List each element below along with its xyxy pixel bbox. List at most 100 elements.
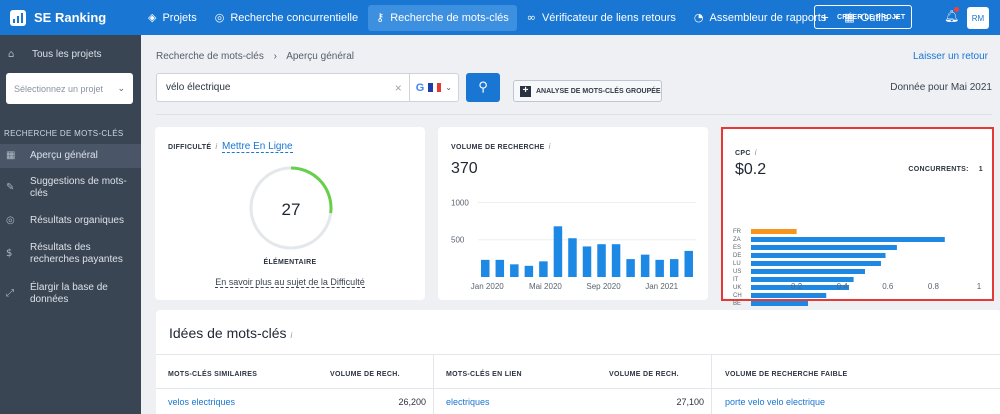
search-icon: ⚲ xyxy=(478,80,488,95)
y-tick-label: 500 xyxy=(451,236,465,245)
keyword-ideas-header xyxy=(156,354,1000,389)
bulk-analysis-button[interactable]: + ANALYSE DE MOTS-CLÉS GROUPÉE xyxy=(513,80,662,102)
project-select-placeholder: Sélectionnez un projet xyxy=(14,83,104,94)
target-icon: ◎ xyxy=(6,215,15,226)
project-select[interactable]: Sélectionnez un projet ⌄ xyxy=(6,73,133,104)
create-project-button[interactable]: + CRÉER LE PROJET xyxy=(814,5,912,29)
nav-keyword-research[interactable]: ⚷ Recherche de mots-clés xyxy=(368,4,517,31)
volume-bar xyxy=(597,244,606,277)
chevron-down-icon[interactable]: ⌄ xyxy=(445,83,452,92)
plus-icon: + xyxy=(820,9,830,25)
sidebar-item-suggestions[interactable]: ✎ Suggestions de mots-clés xyxy=(0,168,141,208)
volume-bar xyxy=(568,238,577,277)
divider xyxy=(408,73,410,102)
sidebar-item-label: Résultats des recherches payantes xyxy=(30,242,123,265)
volume-bar xyxy=(669,259,679,277)
sidebar-item-label: Résultats organiques xyxy=(30,215,124,226)
x-tick-label: 0.4 xyxy=(837,282,849,291)
column-divider xyxy=(711,354,712,414)
nav-competitive-research[interactable]: ◎ Recherche concurrentielle xyxy=(207,5,366,31)
nav-backlink-checker[interactable]: ∞ Vérificateur de liens retours xyxy=(519,5,684,31)
similar-keyword-link[interactable]: velos electriques xyxy=(168,397,236,407)
cpc-bar xyxy=(751,229,797,234)
breadcrumb-root[interactable]: Recherche de mots-clés xyxy=(156,51,264,62)
volume-bar xyxy=(495,259,505,277)
sidebar-item-paid-results[interactable]: $ Résultats des recherches payantes xyxy=(0,234,141,274)
nav-tools-label: Outils xyxy=(860,11,889,24)
search-volume-title: VOLUME DE RECHERCHE i xyxy=(451,142,551,151)
competitors-value: 1 xyxy=(978,166,983,173)
feedback-link[interactable]: Laisser un retour xyxy=(912,51,988,62)
difficulty-card: DIFFICULTÉ i Mettre En Ligne 27 ÉLÉMENTAI… xyxy=(155,127,425,300)
data-date: Donnée pour Mai 2021 xyxy=(890,82,992,93)
clear-icon[interactable]: × xyxy=(394,80,402,95)
sidebar-item-expand-database[interactable]: ⤢ Élargir la base de données xyxy=(0,274,141,314)
similar-volume-header[interactable]: VOLUME DE RECH. xyxy=(330,371,400,378)
country-label: ES xyxy=(733,245,741,251)
search-volume-value: 370 xyxy=(451,160,478,177)
x-tick-label: 1 xyxy=(977,282,982,291)
info-icon[interactable]: i xyxy=(754,148,757,157)
nav-keyword-research-label: Recherche de mots-clés xyxy=(390,11,509,24)
low-volume-keyword-link[interactable]: porte velo velo electrique xyxy=(725,397,826,407)
cpc-bar xyxy=(751,253,886,258)
info-icon[interactable]: i xyxy=(215,142,218,151)
x-tick-label: Mai 2020 xyxy=(529,282,562,291)
search-volume-chart: 500 1000 Jan 2020 Mai 2020 Sep 2020 Jan 2021 xyxy=(451,198,696,291)
difficulty-gauge-arc xyxy=(249,166,333,250)
nav-report-builder-label: Assembleur de rapports xyxy=(709,11,827,24)
home-icon: ⌂ xyxy=(8,48,15,60)
search-volume-card: VOLUME DE RECHERCHE i 370 500 1000 Jan 2020… xyxy=(438,127,708,300)
related-volume-header[interactable]: VOLUME DE RECH. xyxy=(609,371,679,378)
volume-bar xyxy=(510,264,519,277)
competitors: CONCURRENTS: 1 xyxy=(908,166,983,173)
country-label: ZA xyxy=(733,237,741,243)
country-label: BE xyxy=(733,301,741,307)
volume-bar xyxy=(655,259,664,277)
sidebar-item-all-projects[interactable]: ⌂ Tous les projets xyxy=(0,35,141,73)
nav-report-builder[interactable]: ◔ Assembleur de rapports xyxy=(686,5,834,31)
sidebar-item-organic-results[interactable]: ◎ Résultats organiques xyxy=(0,208,141,234)
breadcrumb-current: Aperçu général xyxy=(286,51,355,62)
search-input[interactable]: vélo électrique xyxy=(166,82,231,93)
main-content: Recherche de mots-clés › Aperçu général … xyxy=(141,35,1000,414)
cpc-bar xyxy=(751,301,808,306)
sidebar-item-overview[interactable]: ▦ Aperçu général xyxy=(0,144,141,168)
country-label: UK xyxy=(733,285,741,291)
difficulty-info-link[interactable]: Mettre En Ligne xyxy=(222,141,293,153)
cpc-title: CPC i xyxy=(735,148,757,157)
info-icon[interactable]: i xyxy=(290,331,293,340)
bulk-analysis-label: ANALYSE DE MOTS-CLÉS GROUPÉE xyxy=(536,87,661,95)
brand-logo[interactable]: SE Ranking xyxy=(0,9,140,26)
pencil-icon: ✎ xyxy=(6,182,15,193)
country-label: US xyxy=(733,269,741,275)
divider xyxy=(156,114,992,115)
nav-tools[interactable]: ▦ Outils ▾ xyxy=(836,5,907,31)
keyword-search-field[interactable]: vélo électrique × G ⌄ xyxy=(156,73,459,102)
bell-icon[interactable]: 🔔︎ xyxy=(944,9,960,23)
avatar[interactable]: RM xyxy=(967,7,989,29)
volume-bar xyxy=(626,259,635,277)
nav-projects-label: Projets xyxy=(162,11,197,24)
x-tick-label: Sep 2020 xyxy=(586,282,621,291)
search-button[interactable]: ⚲ xyxy=(466,73,500,102)
difficulty-learn-more-text[interactable]: En savoir plus au sujet de la Difficulté xyxy=(215,277,365,288)
related-keyword-link[interactable]: electriques xyxy=(446,397,490,407)
cpc-bar xyxy=(751,277,854,282)
cpc-title-text: CPC xyxy=(735,150,751,157)
nav-projects[interactable]: ◈ Projets xyxy=(140,5,205,31)
volume-bar xyxy=(640,254,650,277)
volume-bar xyxy=(539,261,548,277)
volume-bar xyxy=(481,259,490,277)
dollar-icon: $ xyxy=(6,248,13,259)
info-icon[interactable]: i xyxy=(548,142,551,151)
keyword-ideas-title: Idées de mots-clés i xyxy=(169,325,292,341)
low-volume-header: VOLUME DE RECHERCHE FAIBLE xyxy=(725,371,848,378)
difficulty-level: ÉLÉMENTAIRE xyxy=(263,259,317,266)
top-nav-bar: SE Ranking ◈ Projets ◎ Recherche concurr… xyxy=(0,0,1000,35)
difficulty-learn-more[interactable]: En savoir plus au sujet de la Difficulté xyxy=(155,277,425,288)
logo-icon xyxy=(10,9,26,26)
cpc-chart: FR ZA ES DE LU US IT UK CH BE 0.2 0.4 0.6 0.8 1 xyxy=(733,229,982,307)
difficulty-gauge xyxy=(249,166,333,250)
chevron-down-icon: ▾ xyxy=(894,13,899,22)
